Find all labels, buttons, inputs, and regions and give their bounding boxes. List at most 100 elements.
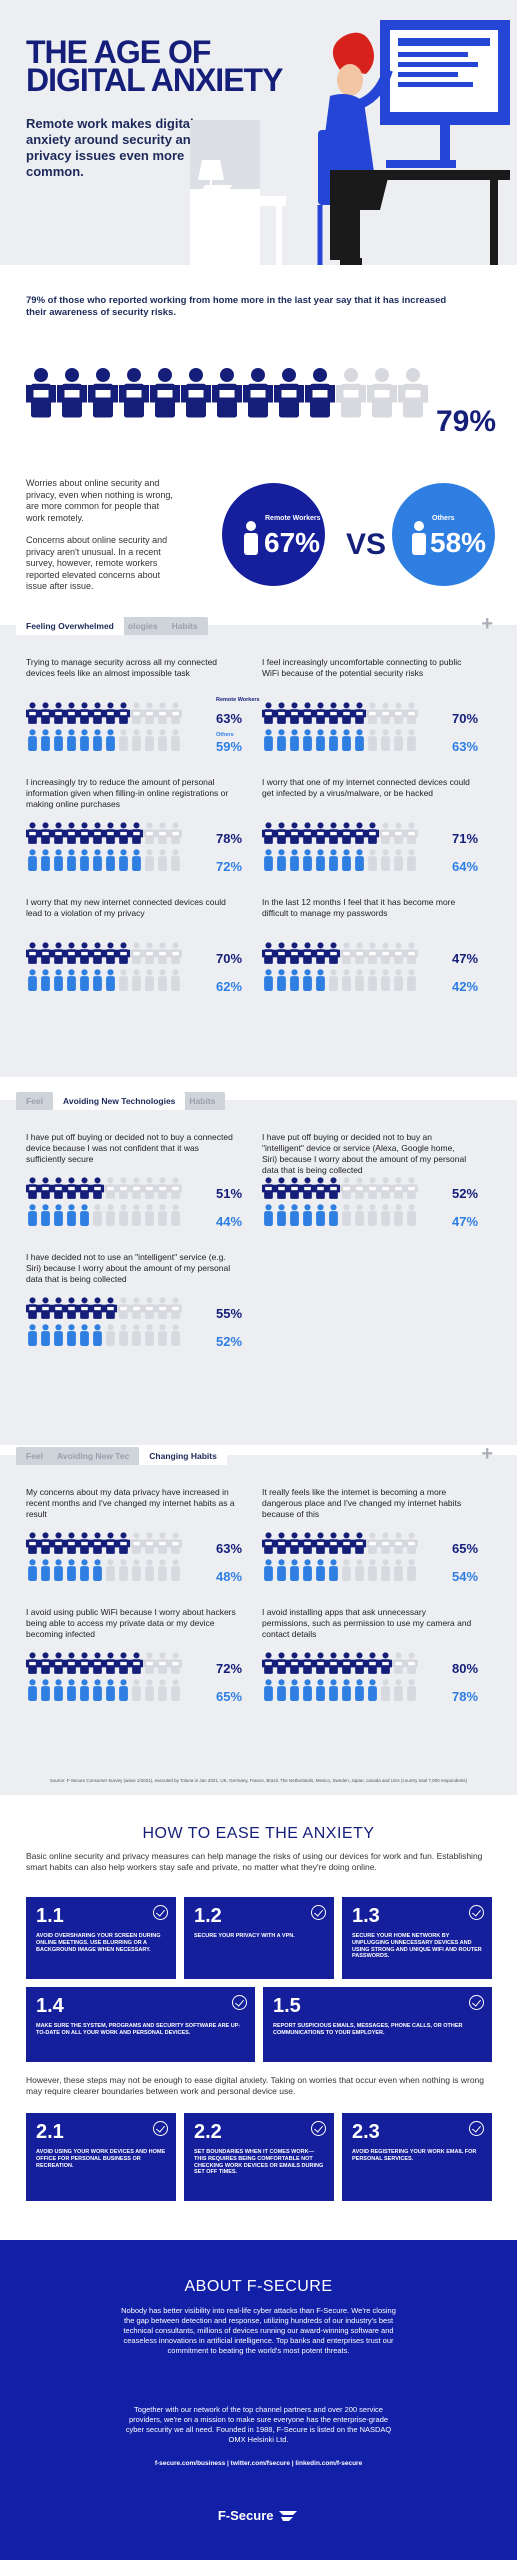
check-circle-icon: [469, 1905, 484, 1920]
tab-avoiding-new-technologies[interactable]: Avoiding New Technologies: [53, 1092, 186, 1110]
remote-workers-icon-row: [262, 1652, 418, 1679]
tip-card: 1.4 MAKE SURE THE SYSTEM, PROGRAMS AND SE…: [26, 1987, 255, 2062]
other-person-icon: [156, 1679, 169, 1706]
other-person-icon: [169, 1679, 182, 1706]
tab-feeling-overwhelmed[interactable]: Feel: [16, 1447, 54, 1465]
tip-card: 2.2 SET BOUNDARIES WHEN IT COMES WORK—THI…: [184, 2113, 334, 2201]
remote-worker-icon: [117, 1532, 130, 1559]
other-person-icon: [340, 1679, 353, 1706]
expand-plus-icon[interactable]: +: [481, 613, 493, 635]
tip-card: 2.3 AVOID REGISTERING YOUR WORK EMAIL FOR…: [342, 2113, 492, 2201]
remote-worker-icon: [104, 1652, 117, 1679]
other-person-icon: [340, 1559, 353, 1586]
other-person-icon: [91, 969, 104, 996]
remote-workers-percent: 51%: [216, 1186, 243, 1201]
tab-changing-habits[interactable]: Habits: [161, 617, 208, 635]
remote-worker-icon: [78, 1652, 91, 1679]
remote-worker-icon: [39, 822, 52, 849]
remote-worker-icon: [130, 822, 143, 849]
page-title: THE AGE OF DIGITAL ANXIETY: [26, 36, 283, 96]
others-percent: 78%: [452, 1689, 479, 1704]
other-person-icon: [26, 969, 39, 996]
tip-number: 1.3: [352, 1905, 380, 1927]
remote-worker-icon: [275, 1177, 288, 1204]
remote-worker-icon: [91, 1297, 104, 1324]
other-person-icon: [78, 849, 91, 876]
remote-workers-icon-row: [26, 822, 182, 849]
other-person-icon: [78, 969, 91, 996]
remote-worker-icon: [130, 1177, 143, 1204]
other-person-icon: [262, 1679, 275, 1706]
remote-worker-icon: [39, 1297, 52, 1324]
expand-plus-icon[interactable]: +: [481, 1443, 493, 1465]
other-person-icon: [52, 969, 65, 996]
check-circle-icon: [469, 1995, 484, 2010]
vs-label: VS: [346, 528, 387, 561]
others-icon-row: [26, 969, 182, 996]
remote-worker-icon: [353, 1652, 366, 1679]
remote-workers-percent: 80%: [452, 1661, 479, 1676]
other-person-icon: [340, 969, 353, 996]
other-person-icon: [26, 1324, 39, 1351]
survey-question: I increasingly try to reduce the amount …: [26, 777, 229, 809]
survey-question: I worry that my new internet connected d…: [26, 897, 226, 918]
survey-question: I avoid using public WiFi because I worr…: [26, 1607, 236, 1639]
other-person-icon: [301, 1559, 314, 1586]
tab-avoiding-new-technologies[interactable]: Avoiding New Tec: [47, 1447, 140, 1465]
tab-feeling-overwhelmed[interactable]: Feel: [16, 1092, 54, 1110]
remote-worker-icon: [52, 942, 65, 969]
other-person-icon: [288, 969, 301, 996]
other-person-icon: [52, 1204, 65, 1231]
about-title: ABOUT F-SECURE: [184, 2278, 333, 2295]
tab-changing-habits[interactable]: Habits: [179, 1092, 226, 1110]
other-person-icon: [327, 969, 340, 996]
how-to-intro: Basic online security and privacy measur…: [26, 1851, 483, 1872]
other-person-icon: [169, 849, 182, 876]
remote-workers-label: Remote Workers: [265, 515, 321, 522]
others-icon-row: [26, 1204, 182, 1231]
other-person-icon: [301, 1204, 314, 1231]
other-person-icon: [78, 1679, 91, 1706]
worried-worker-illustration: [190, 20, 510, 265]
others-circle: Others 58%: [392, 483, 495, 586]
tab-changing-habits[interactable]: Changing Habits: [139, 1447, 227, 1465]
f-secure-logo: F-Secure: [0, 2508, 517, 2525]
other-person-icon: [392, 849, 405, 876]
other-person-icon: [405, 1559, 418, 1586]
other-person-icon: [353, 1679, 366, 1706]
remote-worker-icon: [52, 1177, 65, 1204]
remote-worker-icon: [104, 1532, 117, 1559]
tip-text: SECURE YOUR PRIVACY WITH A VPN.: [194, 1933, 295, 1939]
remote-worker-icon: [156, 1652, 169, 1679]
other-person-icon: [65, 1204, 78, 1231]
remote-worker-icon: [366, 942, 379, 969]
other-person-icon: [314, 1204, 327, 1231]
tab-avoiding-new-technologies[interactable]: ologies: [117, 617, 168, 635]
other-person-icon: [405, 1679, 418, 1706]
tab-feeling-overwhelmed[interactable]: Feeling Overwhelmed: [16, 617, 124, 635]
other-person-icon: [301, 729, 314, 756]
remote-workers-percent: 55%: [216, 1306, 243, 1321]
survey-question: I avoid installing apps that ask unneces…: [262, 1607, 472, 1639]
other-person-icon: [143, 729, 156, 756]
other-person-icon: [117, 729, 130, 756]
other-person-icon: [156, 849, 169, 876]
remote-worker-icon: [275, 1652, 288, 1679]
other-person-icon: [379, 729, 392, 756]
remote-worker-icon: [327, 942, 340, 969]
other-person-icon: [91, 729, 104, 756]
survey-question: It really feels like the internet is bec…: [262, 1487, 462, 1519]
others-percent: 72%: [216, 859, 243, 874]
other-person-icon: [169, 1559, 182, 1586]
remote-worker-icon: [91, 1532, 104, 1559]
remote-worker-icon: [78, 702, 91, 729]
tip-number: 2.2: [194, 2121, 222, 2143]
remote-worker-icon: [130, 1532, 143, 1559]
others-percent: 59%: [216, 739, 243, 754]
remote-worker-icon: [353, 1532, 366, 1559]
remote-worker-icon: [275, 942, 288, 969]
about-links[interactable]: f-secure.com/business | twitter.com/fsec…: [154, 2460, 363, 2467]
other-person-icon: [39, 1204, 52, 1231]
tip-number: 2.3: [352, 2121, 380, 2143]
remote-worker-icon: [392, 1652, 405, 1679]
